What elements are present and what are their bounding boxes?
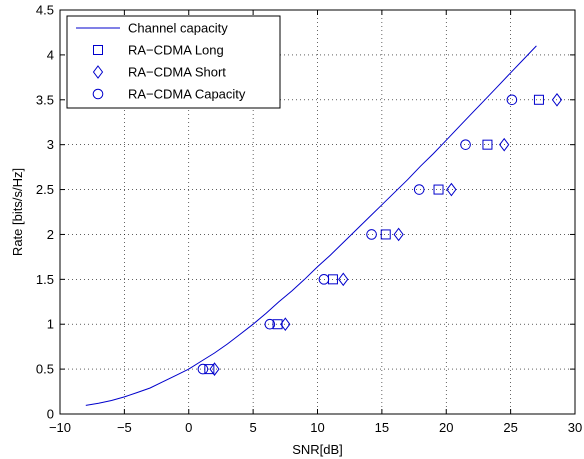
ra-cdma-long-point: [482, 139, 493, 150]
x-tick-label: 15: [375, 420, 389, 435]
y-tick-label: 3.5: [36, 92, 54, 107]
x-axis-label: SNR[dB]: [292, 442, 343, 457]
legend-swatch-ra-cdma-capacity: [92, 88, 104, 100]
ra-cdma-short-point: [551, 92, 563, 107]
legend-label-ra-cdma-short: RA−CDMA Short: [128, 65, 226, 80]
legend-label-ra-cdma-long: RA−CDMA Long: [128, 43, 224, 58]
ra-cdma-capacity-point: [197, 363, 209, 375]
series-layer: [85, 45, 563, 406]
channel-capacity-line: [85, 45, 537, 406]
ra-cdma-short-point: [209, 362, 220, 376]
y-tick-label: 4: [47, 47, 54, 62]
ra-cdma-capacity-point: [318, 274, 330, 285]
y-tick-label: 3: [47, 137, 54, 152]
x-tick-label: 5: [250, 420, 257, 435]
legend: Channel capacity RA−CDMA Long RA−CDMA Shor…: [66, 15, 281, 109]
x-tick-label: 10: [310, 420, 324, 435]
legend-label-ra-cdma-capacity: RA−CDMA Capacity: [128, 87, 246, 102]
y-tick-label: 1: [47, 317, 54, 332]
ra-cdma-short-point: [280, 317, 291, 332]
x-tick-label: −10: [49, 420, 71, 435]
ra-cdma-short-point: [499, 137, 510, 152]
y-tick-label: 4.5: [36, 3, 54, 18]
ra-cdma-short-point: [338, 272, 349, 287]
grid: [60, 10, 575, 414]
x-tick-label: −5: [117, 420, 132, 435]
x-tick-label: 25: [503, 420, 517, 435]
legend-swatch-ra-cdma-short: [92, 65, 104, 79]
legend-label-channel-capacity: Channel capacity: [128, 21, 228, 36]
y-tick-label: 0.5: [36, 362, 54, 377]
y-tick-label: 0: [47, 407, 54, 422]
ra-cdma-capacity-point: [460, 139, 471, 150]
ra-cdma-capacity-point: [413, 184, 425, 195]
ra-cdma-long-point: [272, 319, 283, 330]
x-tick-label: 0: [185, 420, 192, 435]
ticks: −10 −5 0 5 10 15 20 25 30 0 0.5 1 1.5 2 2.5 3 3.5 4 4.5: [36, 3, 582, 436]
ra-cdma-long-point: [204, 364, 215, 375]
ra-cdma-long-point: [380, 229, 391, 240]
y-tick-label: 2.5: [36, 182, 54, 197]
ra-cdma-capacity-point: [366, 229, 377, 240]
y-axis-label: Rate [bits/s/Hz]: [10, 168, 25, 256]
y-tick-label: 1.5: [36, 272, 54, 287]
x-tick-label: 20: [439, 420, 453, 435]
legend-swatch-ra-cdma-long: [93, 45, 103, 55]
ra-cdma-short-point: [393, 227, 404, 242]
x-tick-label: 30: [568, 420, 582, 435]
ra-cdma-capacity-point: [264, 318, 276, 330]
y-tick-label: 2: [47, 227, 54, 242]
ra-cdma-capacity-point: [506, 94, 518, 106]
ra-cdma-long-point: [533, 94, 544, 105]
ra-cdma-long-point: [433, 184, 444, 195]
ra-cdma-short-point: [446, 182, 457, 197]
